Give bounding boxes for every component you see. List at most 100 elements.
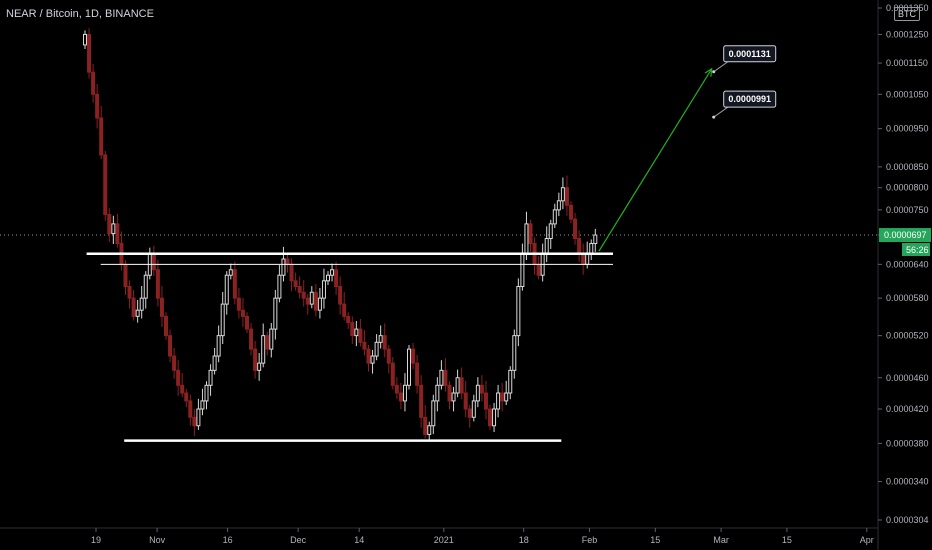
candle-body bbox=[208, 369, 213, 386]
candle-body bbox=[564, 187, 569, 206]
callout-label: 0.0001131 bbox=[729, 49, 771, 59]
candle-body bbox=[326, 274, 330, 282]
candle-body bbox=[439, 369, 444, 386]
candle-body bbox=[107, 213, 112, 235]
candle-body bbox=[447, 384, 452, 402]
candle-body bbox=[451, 392, 456, 402]
candle-body bbox=[135, 309, 140, 317]
currency-badge[interactable]: BTC bbox=[894, 7, 920, 21]
candle-body bbox=[419, 384, 424, 418]
x-tick-label: Nov bbox=[149, 535, 166, 545]
candle-body bbox=[593, 234, 598, 245]
candle-body bbox=[131, 297, 136, 317]
y-tick-label: 0.0001250 bbox=[886, 29, 929, 39]
candle-body bbox=[192, 416, 197, 427]
callout-anchor-dot bbox=[712, 70, 716, 74]
candle-body bbox=[204, 384, 209, 402]
candle-body bbox=[313, 291, 318, 311]
candle-body bbox=[196, 408, 201, 427]
candle-body bbox=[402, 384, 407, 402]
candle-body bbox=[265, 335, 270, 350]
projection-arrow-line[interactable] bbox=[598, 68, 713, 252]
candle-body bbox=[382, 335, 387, 350]
candle-body bbox=[483, 392, 488, 410]
candle-body bbox=[463, 392, 468, 410]
y-tick-label: 0.0000304 bbox=[886, 515, 929, 525]
candle-body bbox=[508, 369, 513, 394]
x-tick-label: Feb bbox=[582, 535, 598, 545]
y-tick-label: 0.0000750 bbox=[886, 205, 929, 215]
x-tick-label: Apr bbox=[860, 535, 874, 545]
candle-body bbox=[346, 315, 351, 324]
candle-body bbox=[536, 263, 541, 276]
candle-body bbox=[87, 33, 92, 73]
candle-body bbox=[475, 384, 480, 402]
plot-area: 0.0001131 0.0000991 bbox=[0, 28, 878, 442]
candle-body bbox=[216, 335, 221, 357]
candle-body bbox=[245, 315, 249, 330]
candle-body bbox=[257, 362, 262, 371]
candle-body bbox=[467, 408, 472, 418]
candle-body bbox=[492, 408, 497, 427]
candle-body bbox=[589, 243, 594, 255]
candle-body bbox=[289, 263, 294, 282]
y-tick-label: 0.0000950 bbox=[886, 124, 929, 134]
candle-body bbox=[285, 258, 290, 265]
x-tick-label: 2021 bbox=[434, 535, 454, 545]
callout-anchor-dot bbox=[712, 115, 716, 119]
y-tick-label: 0.0001350 bbox=[886, 3, 929, 13]
price-axis[interactable]: 0.0001350 0.0001250 0.0001150 0.0001050 0.00… bbox=[877, 0, 931, 550]
candle-body bbox=[123, 263, 128, 287]
candle-body bbox=[321, 280, 326, 299]
candle-body bbox=[164, 315, 168, 337]
candle-body bbox=[151, 253, 156, 271]
candle-body bbox=[544, 238, 549, 255]
callout-box[interactable] bbox=[723, 45, 777, 63]
candle-body bbox=[342, 303, 347, 317]
candle-body bbox=[115, 223, 120, 245]
candle-body bbox=[374, 341, 379, 357]
y-tick-label: 0.0001050 bbox=[886, 89, 929, 99]
candle-body bbox=[224, 274, 229, 305]
y-tick-label: 0.0000420 bbox=[886, 404, 929, 414]
candle-body bbox=[390, 362, 395, 386]
candle-body bbox=[99, 117, 104, 156]
x-tick-label: 15 bbox=[782, 535, 792, 545]
y-tick-label: 0.0000460 bbox=[886, 373, 929, 383]
candle-body bbox=[334, 269, 339, 287]
callout-label: 0.0000991 bbox=[728, 94, 771, 104]
candle-body bbox=[159, 297, 164, 317]
y-tick-label: 0.0000640 bbox=[886, 259, 929, 269]
projection-arrowhead bbox=[704, 67, 713, 77]
candle-body bbox=[309, 291, 314, 305]
callout-box[interactable] bbox=[723, 90, 777, 108]
candle-body bbox=[168, 335, 173, 357]
candle-body bbox=[330, 269, 335, 276]
x-tick-label: 18 bbox=[519, 535, 529, 545]
candle-body bbox=[548, 223, 553, 240]
candle-body bbox=[431, 400, 436, 427]
candle-body bbox=[350, 322, 355, 337]
candle-body bbox=[83, 33, 87, 46]
candle-body bbox=[560, 187, 565, 202]
candle-body bbox=[569, 204, 573, 220]
candle-body bbox=[552, 209, 557, 225]
candle-body bbox=[577, 238, 582, 255]
y-tick-label: 0.0000800 bbox=[886, 183, 929, 193]
candle-body bbox=[581, 253, 586, 265]
candle-body bbox=[200, 400, 205, 410]
candle-body bbox=[573, 218, 578, 240]
symbol-title: NEAR / Bitcoin, 1D, BINANCE bbox=[6, 8, 154, 20]
candle-body bbox=[455, 377, 460, 394]
time-axis[interactable]: 19 Nov 16 Dec 14 2021 18 Feb 15 Mar 15 Apr bbox=[0, 527, 878, 545]
y-tick-label: 0.0000850 bbox=[886, 162, 929, 172]
candle-body bbox=[528, 223, 533, 245]
candle-body bbox=[261, 335, 266, 364]
x-tick-label: 16 bbox=[223, 535, 233, 545]
candle-body bbox=[338, 285, 343, 305]
candle-body bbox=[488, 408, 492, 427]
candle-body bbox=[423, 416, 428, 435]
last-price-tag bbox=[879, 228, 931, 243]
y-tick-label: 0.0000580 bbox=[886, 293, 929, 303]
